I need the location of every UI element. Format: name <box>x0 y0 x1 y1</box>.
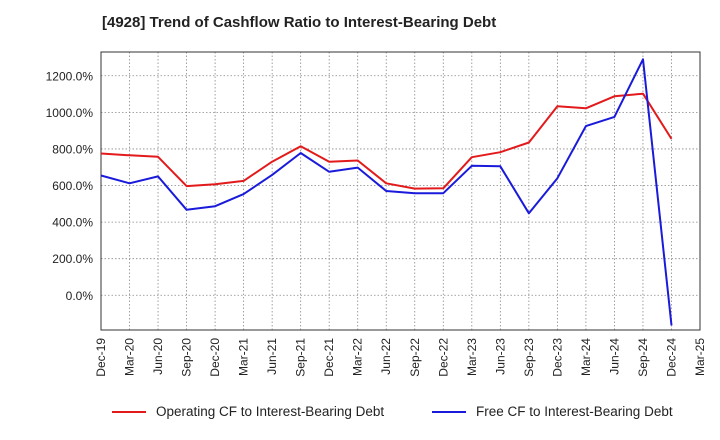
grid-lines <box>100 52 701 330</box>
x-tick-label: Jun-22 <box>379 338 393 375</box>
x-tick-label: Sep-24 <box>636 338 650 377</box>
x-axis-tick-labels: Dec-19 Mar-20 Jun-20 Sep-20 Dec-20 Mar-21 Jun-… <box>94 338 707 377</box>
chart-title: [4928] Trend of Cashflow Ratio to Intere… <box>102 14 497 31</box>
y-tick-label: 1000.0% <box>46 106 94 120</box>
x-tick-label: Jun-24 <box>607 338 621 375</box>
legend-label-free-cf: Free CF to Interest-Bearing Debt <box>476 404 673 419</box>
y-tick-label: 0.0% <box>66 289 94 303</box>
x-tick-label: Sep-21 <box>294 338 308 377</box>
series-lines <box>100 58 673 326</box>
x-tick-label: Sep-20 <box>180 338 194 377</box>
x-tick-label: Dec-23 <box>550 338 564 377</box>
x-tick-label: Mar-25 <box>693 338 707 376</box>
x-tick-label: Mar-24 <box>579 338 593 376</box>
x-tick-label: Mar-22 <box>351 338 365 376</box>
x-tick-label: Dec-22 <box>436 338 450 377</box>
y-tick-label: 800.0% <box>52 142 93 156</box>
y-tick-label: 400.0% <box>52 216 93 230</box>
x-tick-label: Sep-23 <box>522 338 536 377</box>
x-tick-label: Jun-20 <box>151 338 165 375</box>
x-tick-label: Jun-23 <box>493 338 507 375</box>
x-tick-label: Sep-22 <box>408 338 422 377</box>
y-tick-label: 1200.0% <box>46 69 94 83</box>
series-line-2 <box>100 58 673 326</box>
y-axis-tick-labels: 0.0% 200.0% 400.0% 600.0% 800.0% 1000.0% 1200.… <box>46 69 94 302</box>
x-tick-label: Dec-20 <box>208 338 222 377</box>
x-tick-label: Mar-23 <box>465 338 479 376</box>
plot-area-frame <box>100 51 701 331</box>
series-line-1 <box>100 92 673 190</box>
legend-swatch-operating-cf <box>112 410 146 413</box>
y-tick-label: 600.0% <box>52 179 93 193</box>
x-tick-label: Jun-21 <box>265 338 279 375</box>
y-tick-label: 200.0% <box>52 252 93 266</box>
legend-swatch-free-cf <box>432 410 466 413</box>
x-tick-label: Dec-24 <box>664 338 678 377</box>
legend-item-free-cf: Free CF to Interest-Bearing Debt <box>432 404 673 419</box>
x-tick-label: Mar-20 <box>123 338 137 376</box>
x-tick-label: Dec-19 <box>94 338 108 377</box>
x-tick-label: Mar-21 <box>237 338 251 376</box>
legend-label-operating-cf: Operating CF to Interest-Bearing Debt <box>156 404 385 419</box>
x-tick-label: Dec-21 <box>322 338 336 377</box>
legend-item-operating-cf: Operating CF to Interest-Bearing Debt <box>112 404 384 419</box>
